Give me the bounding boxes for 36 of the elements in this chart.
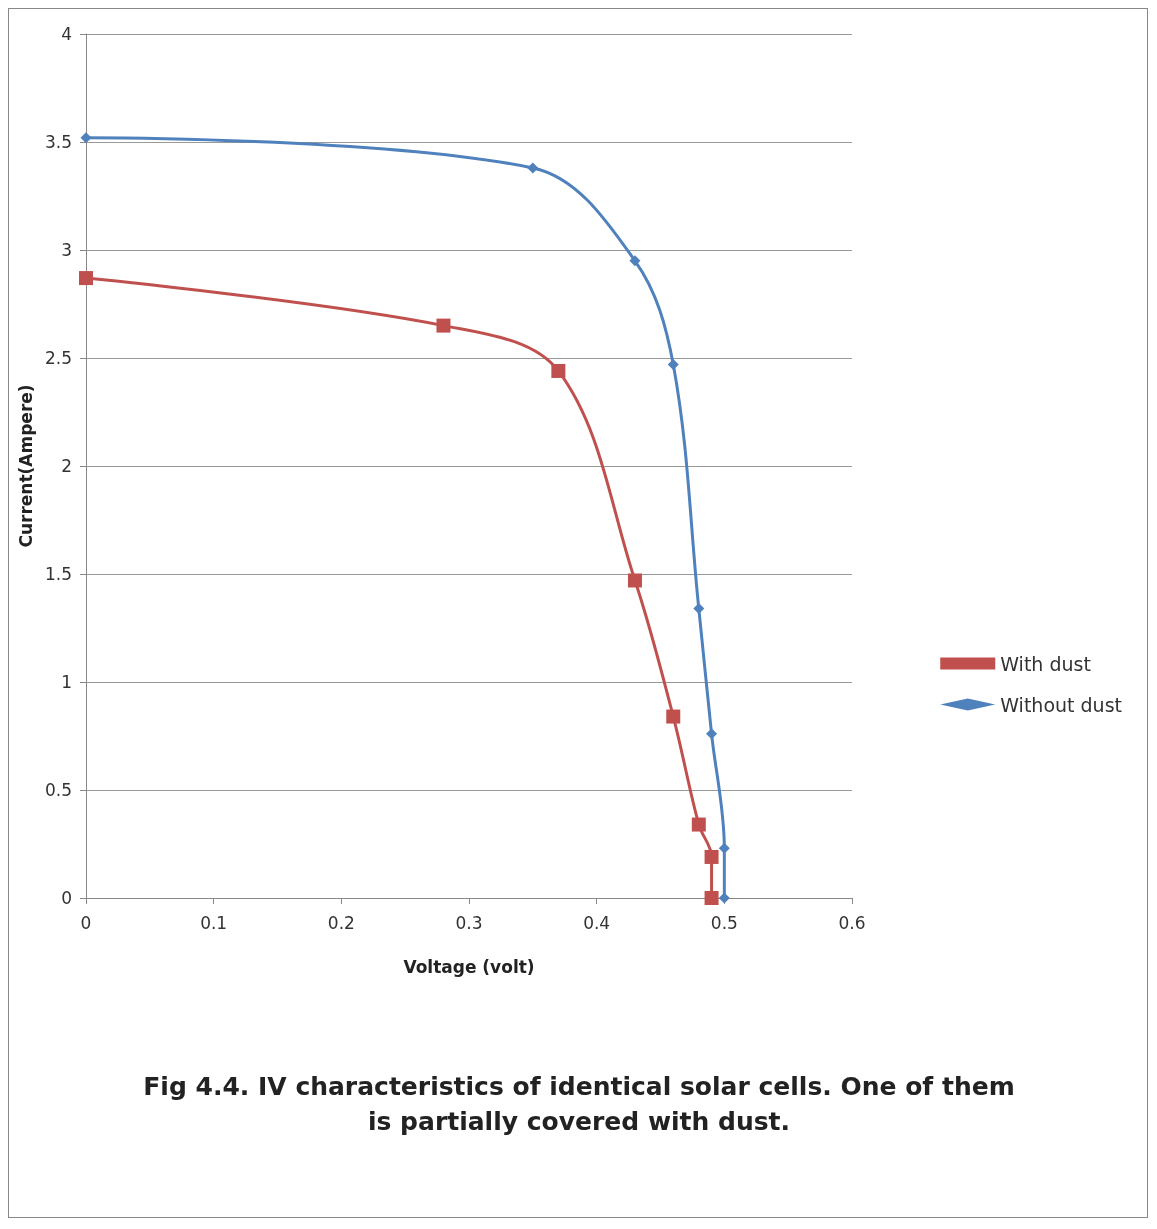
point: [79, 271, 93, 286]
point: [718, 892, 730, 904]
point: [704, 849, 719, 864]
point: [436, 318, 451, 333]
y-tick-label: 4: [61, 24, 72, 44]
point: [551, 363, 566, 378]
y-tick-label: 3.5: [44, 132, 72, 152]
point: [80, 132, 92, 144]
point: [691, 817, 706, 832]
point: [718, 842, 730, 854]
y-tick-label: 0.5: [44, 780, 72, 800]
legend-label: With dust: [1000, 652, 1091, 675]
point: [667, 358, 679, 370]
x-tick-label: 0.6: [838, 912, 866, 933]
caption: Fig 4.4. IV characteristics of identical solar cells. One of them is partially covered with dust.: [142, 1071, 1016, 1138]
x-tick-label: 0.4: [583, 912, 611, 933]
y-tick-label: 1.5: [44, 564, 72, 584]
point: [704, 891, 719, 905]
x-tick-label: 0.1: [200, 912, 228, 933]
point: [706, 728, 718, 740]
point: [527, 162, 539, 174]
point: [627, 573, 642, 588]
y-tick-label: 3: [61, 240, 72, 260]
x-tick-label: 0: [80, 912, 92, 933]
x-tick-label: 0.2: [327, 912, 355, 933]
y-tick-label: 2.5: [44, 348, 72, 368]
y-axis-title: Current(Ampere): [15, 384, 36, 548]
x-tick-label: 0.5: [710, 912, 738, 933]
y-tick-label: 1: [61, 672, 72, 692]
y-tick-label: 0: [61, 888, 72, 908]
point: [666, 709, 681, 724]
y-tick-label: 2: [61, 456, 72, 476]
legend-label: Without dust: [1000, 693, 1122, 716]
x-axis-title: Voltage (volt): [403, 956, 535, 977]
point: [629, 255, 641, 267]
x-tick-label: 0.3: [455, 912, 483, 933]
